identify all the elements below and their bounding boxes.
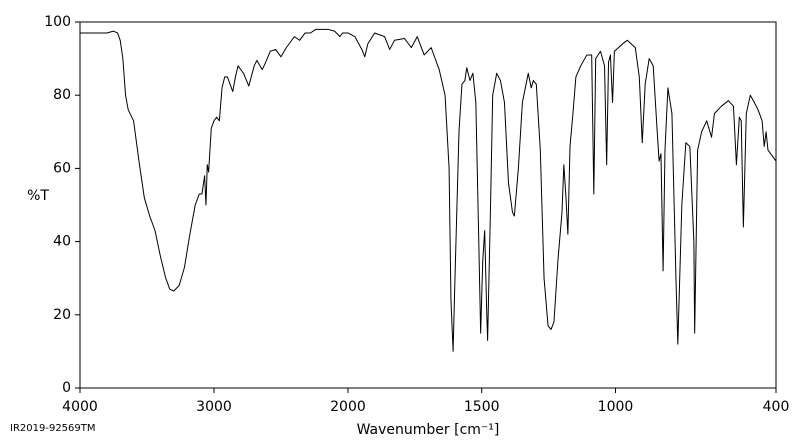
x-tick-label: 1000 [598,399,634,415]
y-axis-label: %T [27,188,49,204]
y-tick-label: 0 [62,380,71,396]
footnote: IR2019-92569TM [10,423,96,434]
x-tick-label: 2000 [330,399,366,415]
x-tick-label: 4000 [62,399,98,415]
plot-frame [79,21,777,389]
x-tick-label: 1500 [464,399,500,415]
y-tick-label: 80 [53,87,71,103]
y-tick-label: 40 [53,234,71,250]
spectrum-line [80,28,777,352]
y-tick-label: 20 [53,307,71,323]
x-tick-label: 400 [763,399,790,415]
y-tick-label: 60 [53,160,71,176]
x-tick-label: 3000 [196,399,232,415]
x-axis-label: Wavenumber [cm⁻¹] [357,422,500,438]
y-tick-label: 100 [44,14,71,30]
